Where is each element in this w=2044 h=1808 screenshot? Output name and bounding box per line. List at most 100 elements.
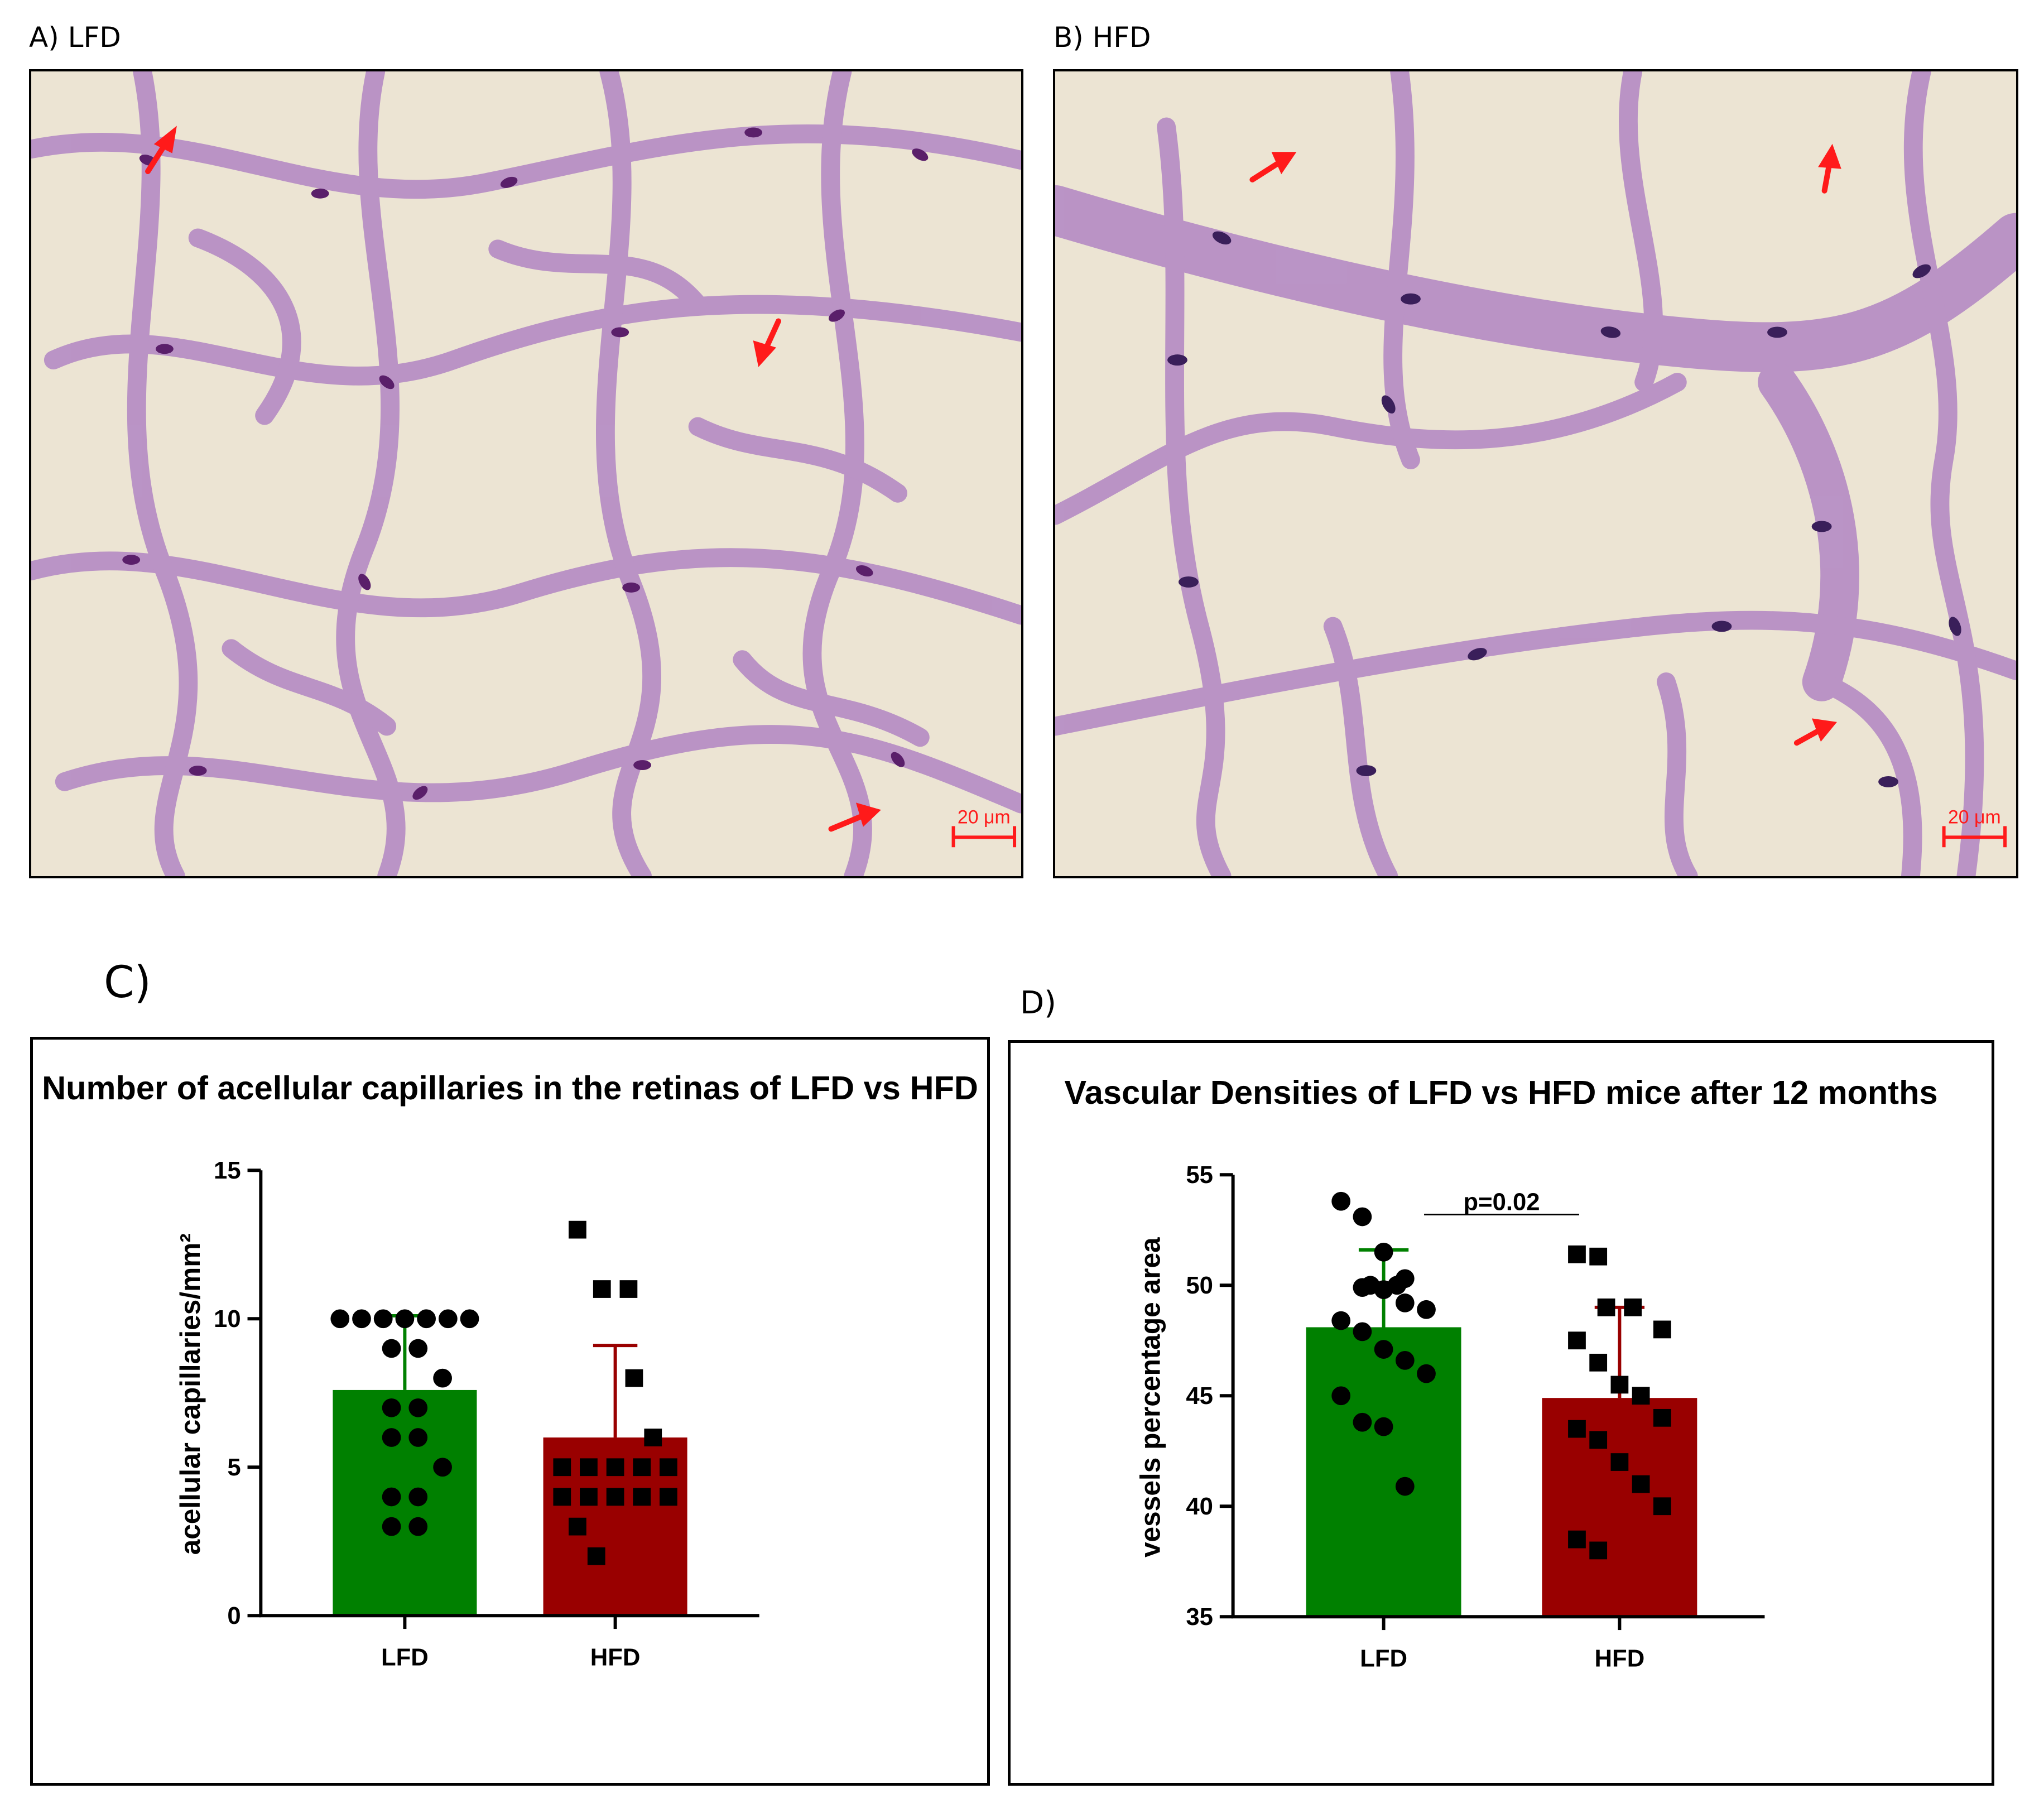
y-tick-label: 0 bbox=[227, 1602, 241, 1629]
bar-lfd bbox=[1306, 1327, 1461, 1617]
data-point-lfd bbox=[352, 1309, 371, 1329]
x-tick-label: HFD bbox=[590, 1644, 641, 1671]
data-point-hfd bbox=[1653, 1408, 1671, 1427]
bar-lfd bbox=[333, 1389, 477, 1616]
data-point-lfd bbox=[1331, 1386, 1351, 1406]
data-point-lfd bbox=[417, 1309, 436, 1329]
panel-d-label: D) bbox=[1020, 985, 1056, 1021]
data-point-lfd bbox=[1331, 1191, 1351, 1211]
data-point-lfd bbox=[408, 1428, 428, 1447]
data-point-lfd bbox=[1353, 1207, 1372, 1227]
data-point-hfd bbox=[587, 1547, 605, 1565]
data-point-lfd bbox=[1417, 1364, 1436, 1383]
data-point-hfd bbox=[553, 1458, 571, 1477]
data-point-lfd bbox=[1417, 1300, 1436, 1319]
y-tick-label: 5 bbox=[227, 1454, 241, 1481]
chart-acellular-capillaries: Number of acellular capillaries in the r… bbox=[42, 1069, 978, 1671]
bar-hfd bbox=[1542, 1398, 1697, 1617]
data-point-hfd bbox=[1589, 1541, 1608, 1560]
data-point-lfd bbox=[330, 1309, 350, 1329]
data-point-hfd bbox=[553, 1488, 571, 1506]
data-point-hfd bbox=[1610, 1376, 1629, 1394]
scale-bar-label: 20 μm bbox=[1948, 807, 2001, 828]
y-axis-label: vessels percentage area bbox=[1135, 1237, 1166, 1557]
data-point-lfd bbox=[433, 1368, 452, 1388]
x-tick-label: HFD bbox=[1595, 1645, 1645, 1672]
chart-title: Number of acellular capillaries in the r… bbox=[42, 1069, 978, 1107]
data-point-lfd bbox=[373, 1309, 393, 1329]
chart-d-panel: Vascular Densities of LFD vs HFD mice af… bbox=[1008, 1040, 1994, 1786]
y-tick-label: 50 bbox=[1186, 1272, 1213, 1299]
panel-a-label: A) LFD bbox=[29, 21, 121, 54]
data-point-hfd bbox=[633, 1458, 651, 1477]
data-point-lfd bbox=[382, 1398, 401, 1417]
data-point-lfd bbox=[1353, 1322, 1372, 1341]
data-point-lfd bbox=[408, 1517, 428, 1536]
y-tick-label: 10 bbox=[214, 1305, 241, 1333]
data-point-lfd bbox=[1374, 1280, 1393, 1300]
chart-title: Vascular Densities of LFD vs HFD mice af… bbox=[1064, 1074, 1937, 1111]
y-tick-label: 15 bbox=[214, 1157, 241, 1184]
data-point-lfd bbox=[1395, 1294, 1415, 1312]
retinal-vessels-image-hfd: 20 μm bbox=[1055, 71, 2016, 876]
y-tick-label: 40 bbox=[1186, 1493, 1213, 1520]
data-point-hfd bbox=[606, 1488, 624, 1506]
arrow-marker bbox=[828, 812, 868, 832]
data-point-lfd bbox=[1395, 1477, 1415, 1496]
data-point-lfd bbox=[408, 1398, 428, 1417]
micrograph-hfd: 20 μm bbox=[1053, 69, 2018, 878]
panel-b-label: B) HFD bbox=[1054, 21, 1151, 54]
data-point-lfd bbox=[1353, 1278, 1372, 1297]
data-point-hfd bbox=[580, 1488, 598, 1506]
data-point-lfd bbox=[408, 1487, 428, 1507]
data-point-hfd bbox=[1568, 1420, 1586, 1438]
chart-c-panel: Number of acellular capillaries in the r… bbox=[30, 1037, 990, 1786]
data-point-hfd bbox=[1610, 1453, 1629, 1471]
data-point-lfd bbox=[395, 1309, 415, 1329]
data-point-hfd bbox=[1632, 1475, 1650, 1493]
data-point-hfd bbox=[1624, 1298, 1642, 1316]
data-point-hfd bbox=[659, 1458, 677, 1477]
y-tick-label: 35 bbox=[1186, 1603, 1213, 1631]
data-point-hfd bbox=[1568, 1245, 1586, 1263]
data-point-lfd bbox=[1353, 1412, 1372, 1432]
chart-vascular-densities: Vascular Densities of LFD vs HFD mice af… bbox=[1064, 1074, 1937, 1672]
data-point-lfd bbox=[382, 1517, 401, 1536]
y-tick-label: 55 bbox=[1186, 1161, 1213, 1189]
data-point-lfd bbox=[382, 1487, 401, 1507]
data-point-hfd bbox=[625, 1369, 643, 1387]
scale-bar: 20 μm bbox=[951, 807, 1017, 848]
scale-bar: 20 μm bbox=[1942, 807, 2007, 848]
data-point-lfd bbox=[382, 1339, 401, 1358]
data-point-hfd bbox=[1589, 1353, 1608, 1372]
y-axis-label: acellular capillaries/mm² bbox=[175, 1233, 206, 1555]
data-point-lfd bbox=[460, 1309, 479, 1329]
p-value-annotation: p=0.02 bbox=[1463, 1189, 1540, 1216]
retinal-vessels-image-lfd: 20 μm bbox=[31, 71, 1021, 876]
data-point-hfd bbox=[633, 1488, 651, 1506]
scale-bar-label: 20 μm bbox=[958, 807, 1011, 828]
data-point-lfd bbox=[433, 1458, 452, 1477]
data-point-hfd bbox=[569, 1517, 586, 1536]
data-point-hfd bbox=[606, 1458, 624, 1477]
x-tick-label: LFD bbox=[381, 1644, 429, 1671]
data-point-hfd bbox=[1653, 1320, 1671, 1339]
data-point-lfd bbox=[1395, 1350, 1415, 1370]
data-point-hfd bbox=[1589, 1431, 1608, 1449]
x-tick-label: LFD bbox=[1360, 1645, 1407, 1672]
data-point-hfd bbox=[1597, 1298, 1615, 1316]
data-point-lfd bbox=[438, 1309, 458, 1329]
data-point-hfd bbox=[1568, 1331, 1586, 1350]
data-point-hfd bbox=[569, 1220, 586, 1239]
data-point-hfd bbox=[1589, 1247, 1608, 1266]
data-point-lfd bbox=[1374, 1340, 1393, 1359]
data-point-lfd bbox=[1374, 1417, 1393, 1436]
y-tick-label: 45 bbox=[1186, 1382, 1213, 1410]
data-point-hfd bbox=[659, 1488, 677, 1506]
data-point-hfd bbox=[644, 1429, 662, 1446]
panel-c-label: C) bbox=[104, 958, 151, 1008]
data-point-hfd bbox=[619, 1280, 638, 1298]
data-point-lfd bbox=[1374, 1242, 1393, 1262]
data-point-hfd bbox=[580, 1458, 598, 1477]
data-point-hfd bbox=[1568, 1530, 1586, 1549]
